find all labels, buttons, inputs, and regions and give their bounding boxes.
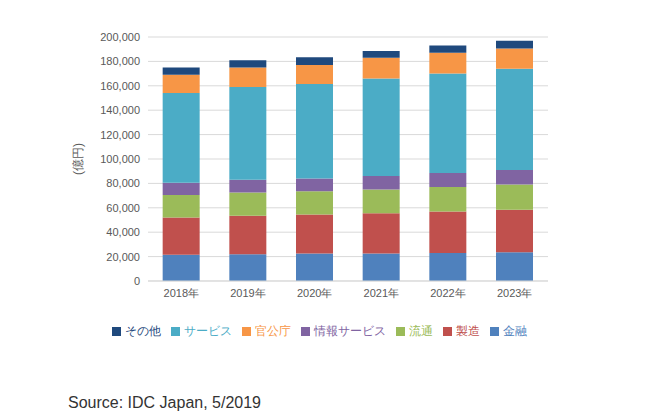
svg-text:160,000: 160,000 (100, 80, 140, 92)
html-text:流通: 流通 (408, 324, 433, 338)
html-text:その他: その他 (124, 324, 161, 338)
html-text:情報サービス: 情報サービス (313, 324, 386, 338)
svg-text:100,000: 100,000 (100, 153, 140, 165)
html-text:サービス: サービス (183, 324, 232, 338)
svg-text:80,000: 80,000 (106, 177, 140, 189)
html-text:金融: 金融 (502, 324, 527, 338)
svg-text:180,000: 180,000 (100, 55, 140, 67)
svg-text:2020年: 2020年 (297, 287, 332, 299)
svg-text:0: 0 (134, 275, 140, 287)
svg-text:40,000: 40,000 (106, 226, 140, 238)
svg-text:2021年: 2021年 (364, 287, 399, 299)
svg-text:20,000: 20,000 (106, 251, 140, 263)
svg-text:200,000: 200,000 (100, 31, 140, 43)
svg-text:2019年: 2019年 (230, 287, 265, 299)
svg-text:2018年: 2018年 (164, 287, 199, 299)
svg-text:120,000: 120,000 (100, 129, 140, 141)
svg-text:60,000: 60,000 (106, 202, 140, 214)
svg-text:2023年: 2023年 (497, 287, 532, 299)
html-text:官公庁: 官公庁 (254, 324, 291, 338)
svg-text:2022年: 2022年 (430, 287, 465, 299)
svg-text:(億円): (億円) (71, 143, 85, 175)
svg-text:140,000: 140,000 (100, 104, 140, 116)
html-text:製造: 製造 (455, 324, 480, 338)
html-text:Source: IDC Japan, 5/2019: Source: IDC Japan, 5/2019 (68, 394, 261, 411)
